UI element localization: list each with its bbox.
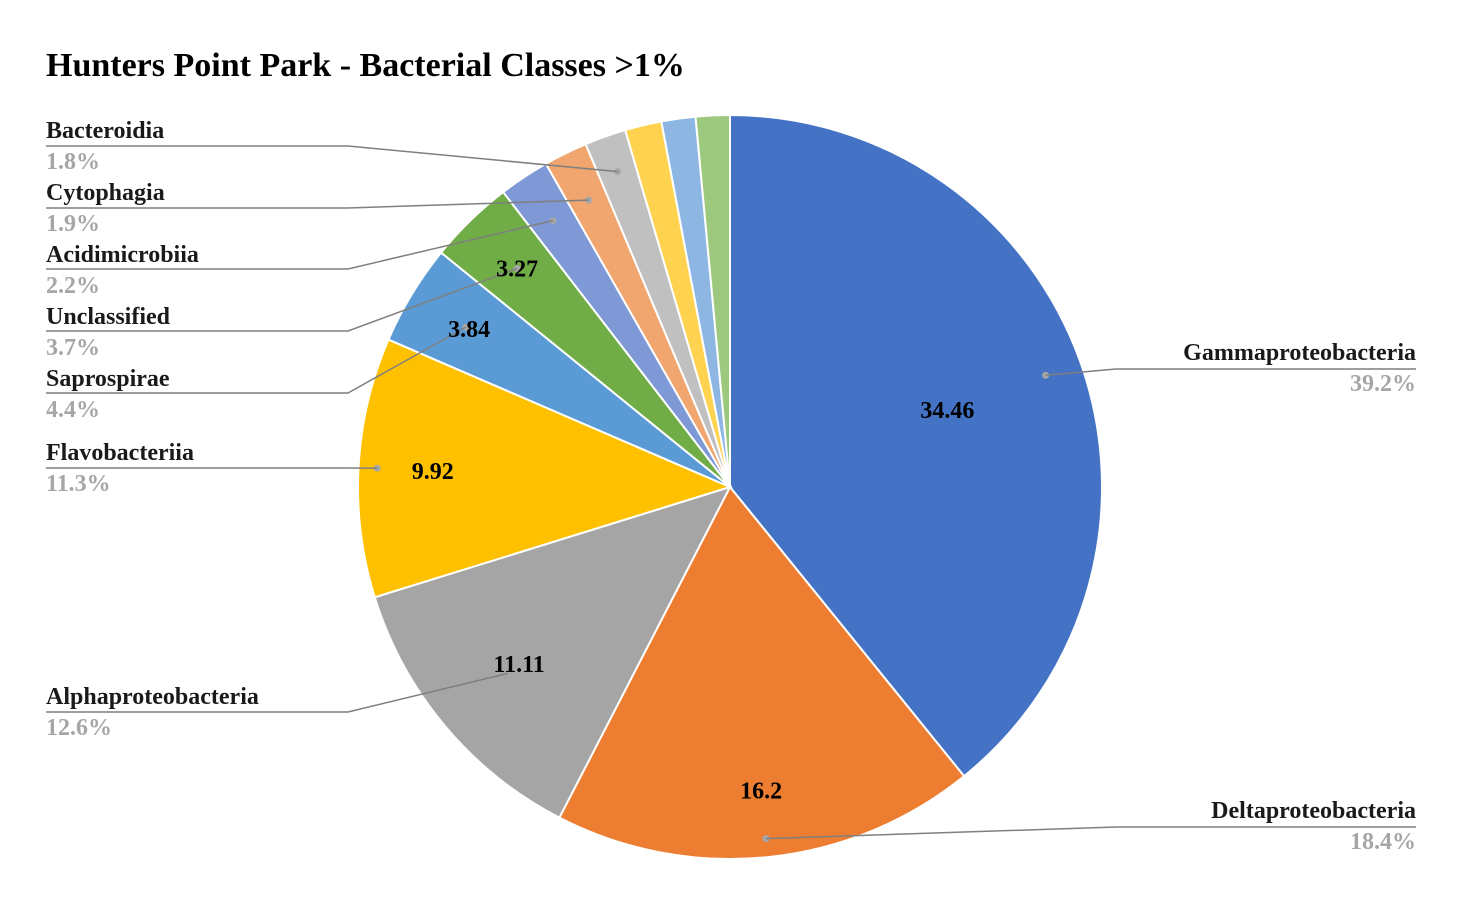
leader-line-saprospirae bbox=[46, 326, 467, 394]
slice-percent-label-gammaproteobacteria: 39.2% bbox=[1350, 371, 1416, 397]
slice-name-label-saprospirae: Saprospirae bbox=[46, 366, 170, 392]
leader-line-deltaproteobacteria bbox=[765, 826, 1416, 840]
pie-slice-deltaproteobacteria bbox=[558, 485, 966, 860]
value-label-gammaproteobacteria: 34.46 bbox=[920, 398, 974, 424]
leader-line-alphaproteobacteria bbox=[46, 672, 508, 713]
slice-percent-label-cytophagia: 1.9% bbox=[46, 211, 100, 237]
value-label-saprospirae: 3.84 bbox=[448, 317, 490, 343]
pie-slice-other-11 bbox=[694, 113, 731, 488]
slice-name-label-unclassified: Unclassified bbox=[46, 304, 171, 330]
leader-line-cytophagia bbox=[46, 199, 589, 209]
slice-percent-label-acidimicrobiia: 2.2% bbox=[46, 273, 100, 299]
value-label-flavobacteriia: 9.92 bbox=[412, 459, 454, 485]
pie-slice-alphaproteobacteria bbox=[373, 485, 732, 819]
pie-slice-flavobacteriia bbox=[357, 338, 733, 599]
chart-title: Hunters Point Park - Bacterial Classes >… bbox=[46, 47, 685, 84]
slice-percent-label-saprospirae: 4.4% bbox=[46, 397, 100, 423]
value-label-deltaproteobacteria: 16.2 bbox=[740, 779, 782, 805]
slice-name-label-deltaproteobacteria: Deltaproteobacteria bbox=[1211, 798, 1416, 824]
leader-line-bacteroidia bbox=[46, 145, 618, 173]
slice-percent-label-unclassified: 3.7% bbox=[46, 335, 100, 361]
slice-percent-label-bacteroidia: 1.8% bbox=[46, 149, 100, 175]
slice-percent-label-flavobacteriia: 11.3% bbox=[46, 471, 111, 497]
leader-line-unclassified bbox=[46, 267, 518, 332]
value-label-unclassified: 3.27 bbox=[496, 257, 538, 283]
leader-line-gammaproteobacteria bbox=[1045, 368, 1416, 377]
slice-name-label-alphaproteobacteria: Alphaproteobacteria bbox=[46, 684, 259, 710]
slice-name-label-bacteroidia: Bacteroidia bbox=[46, 118, 164, 144]
slice-percent-label-deltaproteobacteria: 18.4% bbox=[1350, 829, 1416, 855]
slice-percent-label-alphaproteobacteria: 12.6% bbox=[46, 715, 112, 741]
value-label-alphaproteobacteria: 11.11 bbox=[493, 652, 544, 678]
pie-slice-gammaproteobacteria bbox=[729, 113, 1103, 778]
slice-name-label-acidimicrobiia: Acidimicrobiia bbox=[46, 242, 199, 268]
slice-name-label-cytophagia: Cytophagia bbox=[46, 180, 165, 206]
slice-name-label-gammaproteobacteria: Gammaproteobacteria bbox=[1183, 340, 1416, 366]
slice-name-label-flavobacteriia: Flavobacteriia bbox=[46, 440, 194, 466]
leader-line-acidimicrobiia bbox=[46, 219, 554, 270]
